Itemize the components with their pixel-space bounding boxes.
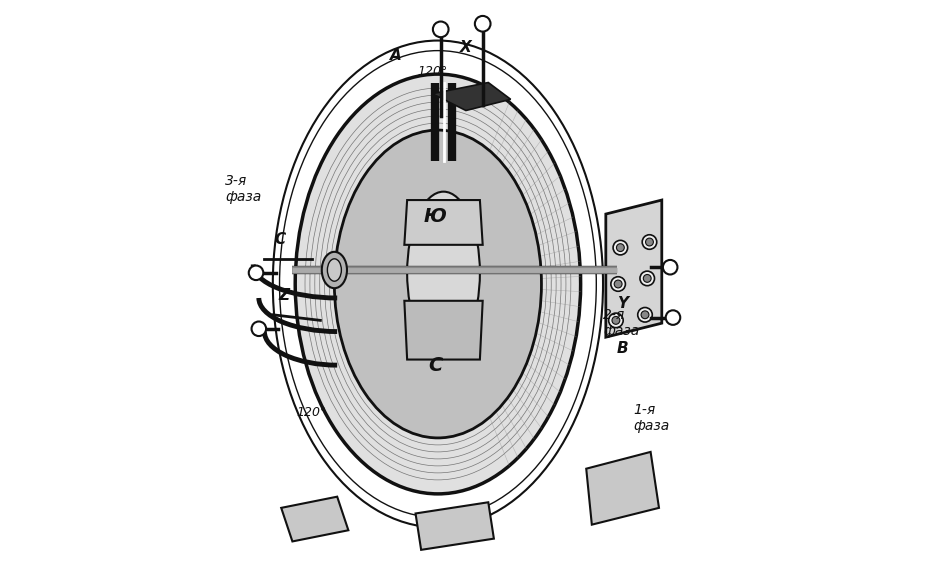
- Circle shape: [641, 311, 649, 319]
- Circle shape: [646, 238, 653, 246]
- Text: Ю: Ю: [423, 207, 447, 226]
- Circle shape: [637, 307, 653, 322]
- Polygon shape: [605, 200, 662, 337]
- Ellipse shape: [295, 74, 581, 494]
- Circle shape: [643, 274, 652, 282]
- Polygon shape: [405, 200, 483, 245]
- Circle shape: [608, 313, 623, 328]
- Circle shape: [640, 271, 654, 286]
- Circle shape: [642, 235, 656, 249]
- Polygon shape: [405, 301, 483, 360]
- Text: С: С: [274, 232, 286, 247]
- Circle shape: [433, 22, 449, 37]
- Text: A: A: [390, 48, 402, 63]
- Polygon shape: [416, 502, 494, 550]
- Ellipse shape: [322, 252, 347, 288]
- Text: Y: Y: [617, 296, 628, 311]
- Text: С: С: [428, 356, 442, 375]
- Text: 2-я
фаза: 2-я фаза: [603, 308, 639, 339]
- Circle shape: [663, 260, 677, 274]
- Circle shape: [614, 280, 622, 288]
- Text: 3-я
фаза: 3-я фаза: [225, 174, 261, 204]
- Polygon shape: [281, 496, 348, 541]
- Text: 1-я
фаза: 1-я фаза: [634, 403, 670, 433]
- Polygon shape: [432, 82, 511, 111]
- Text: 120°: 120°: [297, 406, 327, 419]
- Circle shape: [613, 240, 628, 255]
- Ellipse shape: [327, 259, 341, 281]
- Ellipse shape: [407, 191, 480, 354]
- Circle shape: [666, 310, 680, 325]
- Text: Z: Z: [278, 288, 290, 303]
- Circle shape: [475, 16, 490, 32]
- Text: 120°: 120°: [417, 65, 447, 78]
- Text: В: В: [617, 341, 629, 356]
- Polygon shape: [587, 452, 659, 525]
- Circle shape: [611, 277, 625, 291]
- Ellipse shape: [335, 130, 541, 438]
- Circle shape: [617, 244, 624, 252]
- Text: X: X: [460, 40, 472, 55]
- Circle shape: [252, 321, 266, 336]
- Circle shape: [249, 265, 263, 280]
- Circle shape: [612, 316, 620, 324]
